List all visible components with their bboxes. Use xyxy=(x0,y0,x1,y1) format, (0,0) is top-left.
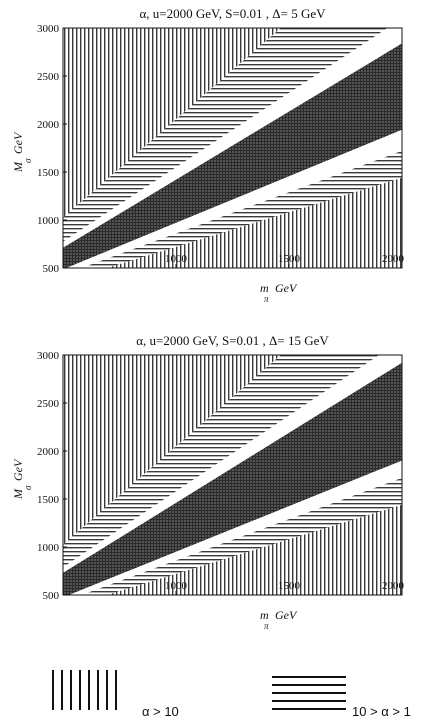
y-tick-label-3000: 3000 xyxy=(37,23,60,35)
y-axis-label-subscript: σ xyxy=(23,158,33,163)
x-axis-label-subscript: π xyxy=(264,621,269,631)
region-none-2 xyxy=(63,28,402,248)
x-tick-label-2000: 2000 xyxy=(382,580,405,592)
region-vertical-6 xyxy=(106,177,402,268)
y-tick-label-1500: 1500 xyxy=(37,494,60,506)
y-axis-label-group: Mσ GeV xyxy=(11,131,33,173)
legend-item-alpha-between-1-10: 10 > α > 1 xyxy=(272,666,425,723)
x-axis-label: m xyxy=(260,281,269,295)
y-tick-label-1000: 1000 xyxy=(37,215,60,227)
x-axis-label: m xyxy=(260,608,269,622)
legend-item-alpha-gt-10: α > 10 xyxy=(52,666,212,723)
y-tick-label-3000: 3000 xyxy=(37,350,60,362)
legend-label: 10 > α > 1 xyxy=(352,704,411,719)
y-tick-label-2000: 2000 xyxy=(37,119,60,131)
x-tick-label-1000: 1000 xyxy=(165,253,188,265)
x-tick-label-1500: 1500 xyxy=(278,580,301,592)
x-axis-label-unit: GeV xyxy=(275,281,298,295)
x-axis-label-unit: GeV xyxy=(275,608,298,622)
y-axis-label-unit: GeV xyxy=(11,458,25,481)
y-axis-label-unit: GeV xyxy=(11,131,25,154)
y-tick-label-1500: 1500 xyxy=(37,167,60,179)
chart-title: α, u=2000 GeV, S=0.01 , Δ= 5 GeV xyxy=(139,6,326,21)
region-dark-3 xyxy=(63,362,402,595)
y-tick-label-500: 500 xyxy=(43,263,60,275)
plot-frame xyxy=(62,27,403,269)
y-tick-label-2500: 2500 xyxy=(37,71,60,83)
y-axis-label-subscript: σ xyxy=(23,485,33,490)
y-axis-label-group: Mσ GeV xyxy=(11,458,33,500)
region-dark-3 xyxy=(63,43,402,268)
plot-area xyxy=(63,28,402,268)
x-tick-label-1000: 1000 xyxy=(165,580,188,592)
x-axis-label-subscript: π xyxy=(264,294,269,304)
region-none-2 xyxy=(63,355,402,573)
y-axis-label: M xyxy=(11,161,25,173)
region-horizontal-5 xyxy=(81,150,402,268)
plot-frame xyxy=(62,354,403,596)
plot-area xyxy=(63,355,402,595)
x-tick-label-2000: 2000 xyxy=(382,253,405,265)
legend-swatch-vertical xyxy=(52,670,122,710)
region-none-4 xyxy=(66,129,402,268)
chart-panel-delta-5: α, u=2000 GeV, S=0.01 , Δ= 5 GeV 500 1000 1… xyxy=(0,0,425,310)
y-axis-label: M xyxy=(11,488,25,500)
y-tick-label-2000: 2000 xyxy=(37,446,60,458)
contour-plot-delta-15: α, u=2000 GeV, S=0.01 , Δ= 15 GeV 500 1000… xyxy=(11,333,405,631)
y-tick-label-1000: 1000 xyxy=(37,542,60,554)
x-tick-label-1500: 1500 xyxy=(278,253,301,265)
y-tick-label-2500: 2500 xyxy=(37,398,60,410)
y-tick-label-500: 500 xyxy=(43,590,60,602)
legend: α > 10 10 > α > 1 xyxy=(0,666,425,723)
chart-panel-delta-15: α, u=2000 GeV, S=0.01 , Δ= 15 GeV 500 1000… xyxy=(0,327,425,637)
legend-swatch-horizontal xyxy=(272,670,346,710)
chart-title: α, u=2000 GeV, S=0.01 , Δ= 15 GeV xyxy=(136,333,329,348)
contour-plot-delta-5: α, u=2000 GeV, S=0.01 , Δ= 5 GeV 500 1000 1… xyxy=(11,6,405,304)
legend-label: α > 10 xyxy=(142,704,179,719)
